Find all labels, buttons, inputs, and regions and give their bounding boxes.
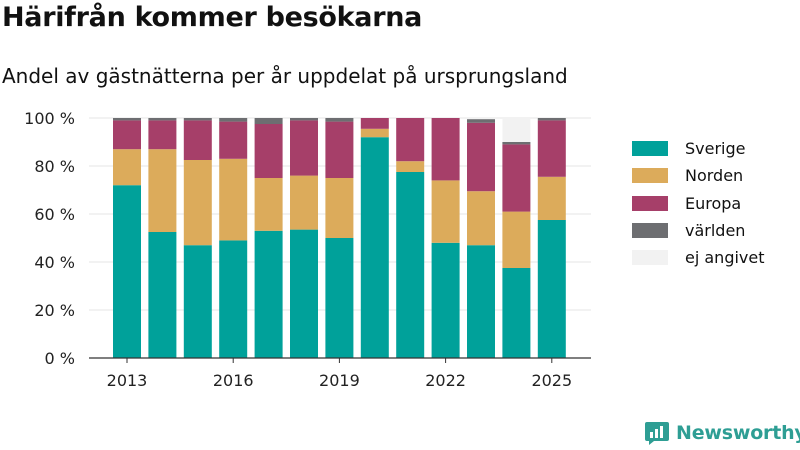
bar-segment bbox=[148, 232, 177, 358]
bar-segment bbox=[467, 119, 495, 123]
bar-segment bbox=[148, 120, 177, 150]
bar-segment bbox=[396, 172, 425, 358]
bar-segment bbox=[502, 144, 531, 212]
bar-segment bbox=[537, 176, 566, 220]
y-tick-label: 0 % bbox=[45, 349, 75, 368]
bar-segment bbox=[431, 242, 460, 358]
x-tick-label: 2019 bbox=[319, 371, 360, 390]
legend-label: ej angivet bbox=[685, 248, 765, 268]
x-tick-label: 2013 bbox=[107, 371, 148, 390]
legend-swatch bbox=[632, 195, 668, 211]
y-tick-label: 20 % bbox=[34, 301, 75, 320]
brand-logo[interactable]: Newsworthy bbox=[644, 420, 800, 446]
bar-segment bbox=[502, 211, 531, 268]
legend-item-norden: Norden bbox=[632, 162, 765, 189]
legend-label: Europa bbox=[685, 193, 742, 213]
bar-segment bbox=[360, 137, 389, 358]
bar-segment bbox=[537, 118, 566, 121]
legend-item-sverige: Sverige bbox=[632, 135, 765, 162]
bar-segment bbox=[290, 229, 318, 358]
legend-label: Sverige bbox=[685, 139, 746, 159]
brand-name: Newsworthy bbox=[676, 422, 800, 444]
bar-segment bbox=[183, 118, 212, 121]
legend-swatch bbox=[632, 141, 668, 157]
x-axis: 2013 2016 2019 2022 2025 bbox=[89, 357, 591, 390]
bar-segment bbox=[325, 121, 354, 178]
legend-swatch bbox=[632, 168, 668, 184]
bar-segment bbox=[467, 191, 495, 246]
legend-item-europa: Europa bbox=[632, 190, 765, 217]
bar-segment bbox=[360, 128, 389, 138]
bar-segment bbox=[183, 160, 212, 246]
bar-segment bbox=[325, 178, 354, 238]
bar-segment bbox=[113, 149, 141, 186]
legend-item-varlden: världen bbox=[632, 217, 765, 244]
bar-segment bbox=[148, 149, 177, 232]
bar-segment bbox=[113, 120, 141, 150]
legend-item-ej-angivet: ej angivet bbox=[632, 244, 765, 271]
bar-segment bbox=[254, 230, 283, 358]
bar-segment bbox=[396, 118, 425, 162]
bar-segment bbox=[113, 118, 141, 121]
x-tick-label: 2016 bbox=[213, 371, 254, 390]
bar-segment bbox=[183, 245, 212, 358]
newsworthy-logo-icon bbox=[645, 422, 669, 445]
y-tick-label: 80 % bbox=[34, 157, 75, 176]
bar-segment bbox=[290, 175, 318, 230]
bar-segment bbox=[290, 120, 318, 176]
bar-segment bbox=[219, 118, 248, 122]
bar-segment bbox=[219, 121, 248, 159]
legend-label: Norden bbox=[685, 166, 744, 186]
bar-segment bbox=[325, 118, 354, 122]
bar-segment bbox=[254, 118, 283, 124]
x-tick-label: 2025 bbox=[531, 371, 572, 390]
chart-subtitle: Andel av gästnätterna per år uppdelat på… bbox=[2, 64, 568, 88]
bar-segment bbox=[502, 118, 531, 142]
legend: Sverige Norden Europa världen ej angivet bbox=[632, 135, 765, 271]
bar-segment bbox=[431, 118, 460, 181]
bar-segment bbox=[113, 185, 141, 358]
legend-label: världen bbox=[685, 221, 746, 241]
legend-swatch bbox=[632, 223, 668, 239]
bar-segment bbox=[537, 220, 566, 358]
x-tick-label: 2022 bbox=[425, 371, 466, 390]
bar-segment bbox=[254, 178, 283, 231]
y-axis: 0 % 20 % 40 % 60 % 80 % 100 % bbox=[24, 109, 75, 368]
chart-title: Härifrån kommer besökarna bbox=[2, 2, 423, 33]
legend-swatch bbox=[632, 250, 668, 266]
bar-segment bbox=[537, 120, 566, 177]
y-tick-label: 60 % bbox=[34, 205, 75, 224]
bar-segment bbox=[502, 268, 531, 358]
bar-segment bbox=[219, 158, 248, 241]
y-tick-label: 100 % bbox=[24, 109, 75, 128]
bar-segment bbox=[219, 240, 248, 358]
bar-segment bbox=[396, 161, 425, 172]
bar-segment bbox=[254, 124, 283, 178]
bar-segment bbox=[148, 118, 177, 121]
bar-segment bbox=[431, 180, 460, 243]
bar-segment bbox=[183, 120, 212, 160]
bar-segment bbox=[325, 238, 354, 358]
bar-segment bbox=[502, 142, 531, 145]
y-tick-label: 40 % bbox=[34, 253, 75, 272]
bar-segment bbox=[290, 118, 318, 121]
bars bbox=[113, 118, 566, 358]
bar-segment bbox=[467, 122, 495, 192]
bar-segment bbox=[467, 245, 495, 358]
bar-segment bbox=[360, 118, 389, 129]
